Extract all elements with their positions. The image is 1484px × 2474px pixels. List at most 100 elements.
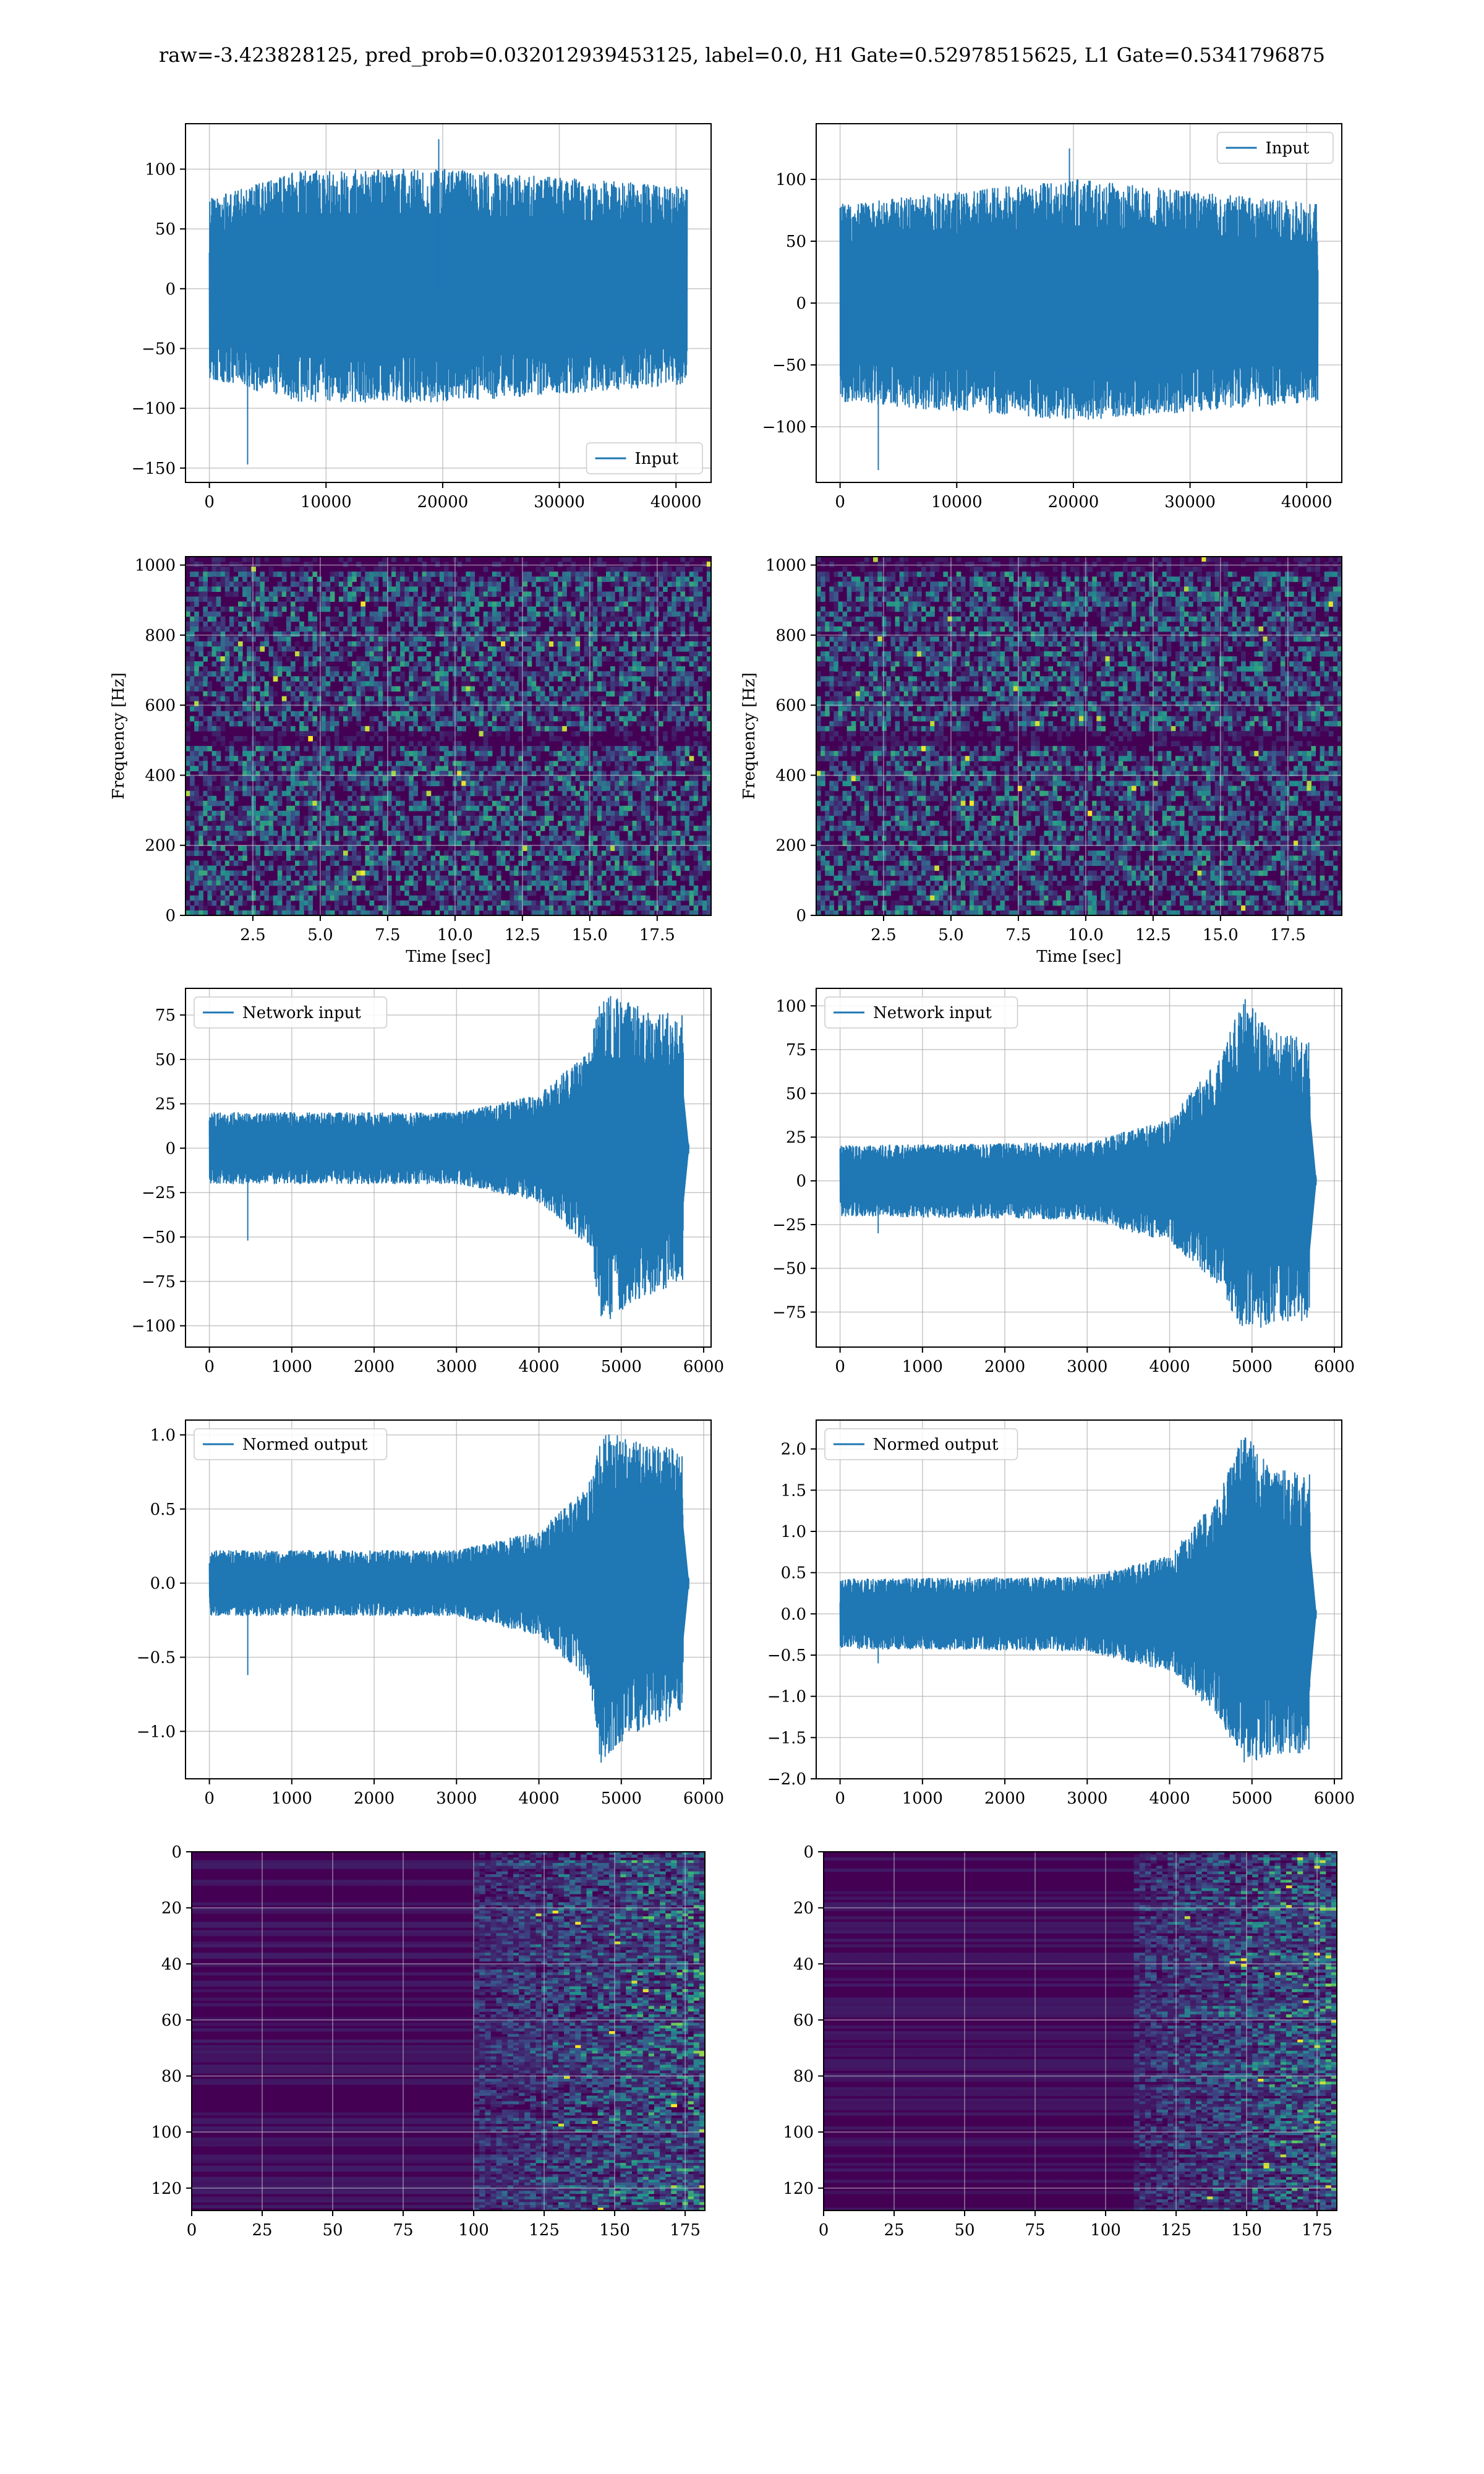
heatmap-cell bbox=[443, 761, 449, 766]
heatmap-cell bbox=[483, 756, 488, 761]
heatmap-cell bbox=[667, 666, 672, 672]
heatmap-cell bbox=[483, 746, 488, 751]
heatmap-cell bbox=[413, 746, 419, 751]
heatmap-cell bbox=[268, 776, 274, 782]
heatmap-cell bbox=[706, 666, 711, 672]
heatmap-cell bbox=[684, 820, 690, 826]
heatmap-cell bbox=[233, 636, 239, 642]
heatmap-cell bbox=[601, 701, 607, 707]
heatmap-cell bbox=[654, 795, 659, 802]
heatmap-cell bbox=[435, 766, 440, 771]
heatmap-cell bbox=[343, 631, 348, 637]
heatmap-cell bbox=[470, 761, 475, 766]
heatmap-cell bbox=[553, 726, 558, 732]
heatmap-cell bbox=[417, 766, 423, 771]
heatmap-cell bbox=[216, 696, 221, 702]
heatmap-cell bbox=[575, 641, 581, 647]
heatmap-cell bbox=[396, 601, 401, 607]
heatmap-cell bbox=[391, 557, 396, 562]
legend-label: Input bbox=[635, 450, 679, 468]
heatmap-cell bbox=[588, 586, 594, 592]
heatmap-cell bbox=[264, 706, 270, 712]
heatmap-cell bbox=[676, 815, 681, 821]
heatmap-cell bbox=[396, 571, 401, 577]
heatmap-cell bbox=[325, 756, 331, 761]
heatmap-cell bbox=[680, 581, 686, 587]
heatmap-cell bbox=[233, 711, 239, 717]
heatmap-cell bbox=[470, 636, 475, 642]
heatmap-cell bbox=[242, 571, 247, 577]
heatmap-cell bbox=[487, 766, 493, 771]
heatmap-cell bbox=[510, 591, 514, 597]
heatmap-cell bbox=[501, 596, 506, 602]
heatmap-cell bbox=[553, 781, 558, 787]
heatmap-cell bbox=[203, 766, 208, 771]
heatmap-cell bbox=[308, 716, 313, 722]
heatmap-cell bbox=[409, 751, 414, 756]
heatmap-cell bbox=[693, 855, 699, 861]
heatmap-cell bbox=[378, 571, 383, 577]
heatmap-cell bbox=[544, 567, 550, 572]
heatmap-cell bbox=[522, 800, 528, 807]
heatmap-cell bbox=[510, 567, 514, 572]
heatmap-cell bbox=[268, 591, 274, 597]
heatmap-cell bbox=[330, 850, 335, 856]
heatmap-cell bbox=[286, 820, 291, 826]
heatmap-cell bbox=[483, 736, 488, 742]
heatmap-cell bbox=[527, 686, 532, 692]
heatmap-cell bbox=[299, 726, 304, 732]
heatmap-cell bbox=[291, 681, 296, 687]
heatmap-cell bbox=[312, 741, 318, 747]
heatmap-cell bbox=[535, 815, 541, 821]
heatmap-cell bbox=[448, 586, 453, 592]
heatmap-cell bbox=[527, 746, 532, 751]
heatmap-cell bbox=[348, 641, 352, 647]
heatmap-cell bbox=[558, 855, 563, 861]
heatmap-cell bbox=[584, 781, 589, 787]
heatmap-cell bbox=[510, 865, 514, 871]
heatmap-cell bbox=[198, 706, 203, 712]
heatmap-cell bbox=[492, 601, 497, 607]
heatmap-cell bbox=[610, 611, 615, 617]
heatmap-cell bbox=[400, 761, 405, 766]
heatmap-cell bbox=[623, 785, 629, 792]
heatmap-cell bbox=[348, 626, 352, 632]
heatmap-cell bbox=[592, 785, 598, 792]
heatmap-cell bbox=[544, 761, 550, 766]
heatmap-cell bbox=[396, 576, 401, 582]
heatmap-cell bbox=[483, 810, 488, 816]
heatmap-cell bbox=[470, 626, 475, 632]
heatmap-cell bbox=[198, 681, 203, 687]
heatmap-cell bbox=[369, 836, 375, 841]
heatmap-cell bbox=[255, 562, 261, 567]
heatmap-cell bbox=[422, 616, 427, 622]
heatmap-cell bbox=[548, 701, 554, 707]
heatmap-cell bbox=[430, 636, 436, 642]
heatmap-cell bbox=[325, 831, 331, 836]
heatmap-cell bbox=[566, 651, 571, 657]
heatmap-cell bbox=[203, 726, 208, 732]
heatmap-cell bbox=[365, 681, 370, 687]
heatmap-cell bbox=[672, 691, 676, 697]
heatmap-cell bbox=[466, 761, 471, 766]
heatmap-cell bbox=[220, 815, 226, 821]
heatmap-cell bbox=[540, 686, 545, 692]
heatmap-cell bbox=[461, 805, 466, 811]
heatmap-cell bbox=[659, 826, 663, 831]
heatmap-cell bbox=[299, 845, 304, 851]
heatmap-cell bbox=[645, 781, 650, 787]
heatmap-cell bbox=[697, 766, 703, 771]
heatmap-cell bbox=[426, 696, 432, 702]
heatmap-cell bbox=[378, 567, 383, 572]
heatmap-cell bbox=[396, 711, 401, 717]
heatmap-cell bbox=[211, 626, 217, 632]
heatmap-cell bbox=[610, 606, 615, 612]
heatmap-cell bbox=[702, 756, 707, 761]
heatmap-cell bbox=[632, 581, 638, 587]
heatmap-cell bbox=[571, 606, 576, 612]
heatmap-cell bbox=[684, 751, 690, 756]
heatmap-cell bbox=[308, 815, 313, 821]
heatmap-cell bbox=[378, 721, 383, 727]
heatmap-cell bbox=[299, 571, 304, 577]
